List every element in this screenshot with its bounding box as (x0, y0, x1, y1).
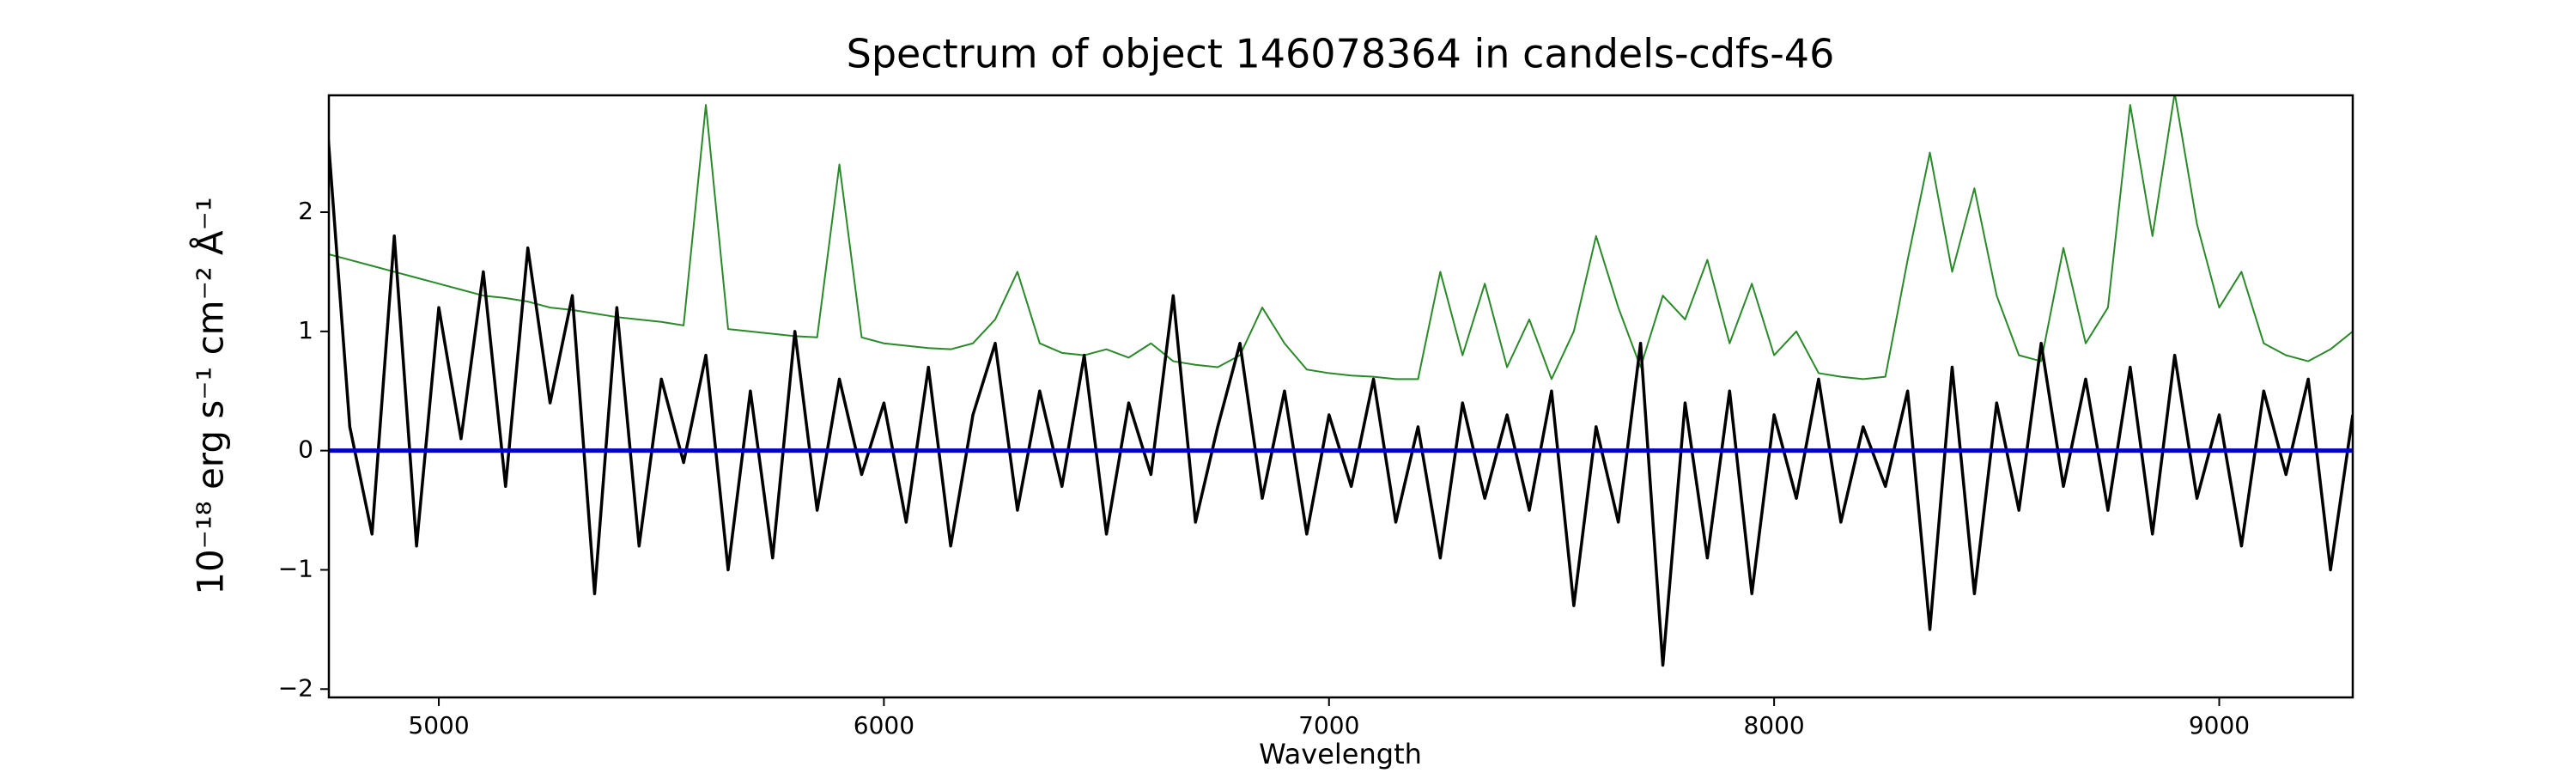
x-axis-label: Wavelength (1259, 738, 1422, 770)
y-tick-label: −1 (278, 554, 313, 582)
chart-title: Spectrum of object 146078364 in candels-… (847, 31, 1835, 77)
plot-frame (327, 94, 2354, 699)
y-tick-label: 2 (298, 197, 313, 225)
x-tick-label: 5000 (408, 711, 469, 740)
y-tick-label: −2 (278, 673, 313, 702)
x-tick-label: 8000 (1743, 711, 1804, 740)
x-tick-label: 6000 (854, 711, 914, 740)
y-axis-label: 10⁻¹⁸ erg s⁻¹ cm⁻² Å⁻¹ (189, 197, 232, 594)
x-tick-label: 9000 (2189, 711, 2250, 740)
plot-area (329, 95, 2353, 667)
spectrum-line (329, 95, 2353, 380)
y-tick-label: 0 (298, 435, 313, 464)
spectrum-line (329, 128, 2353, 667)
y-tick-label: 1 (298, 316, 313, 344)
x-tick-label: 7000 (1298, 711, 1359, 740)
